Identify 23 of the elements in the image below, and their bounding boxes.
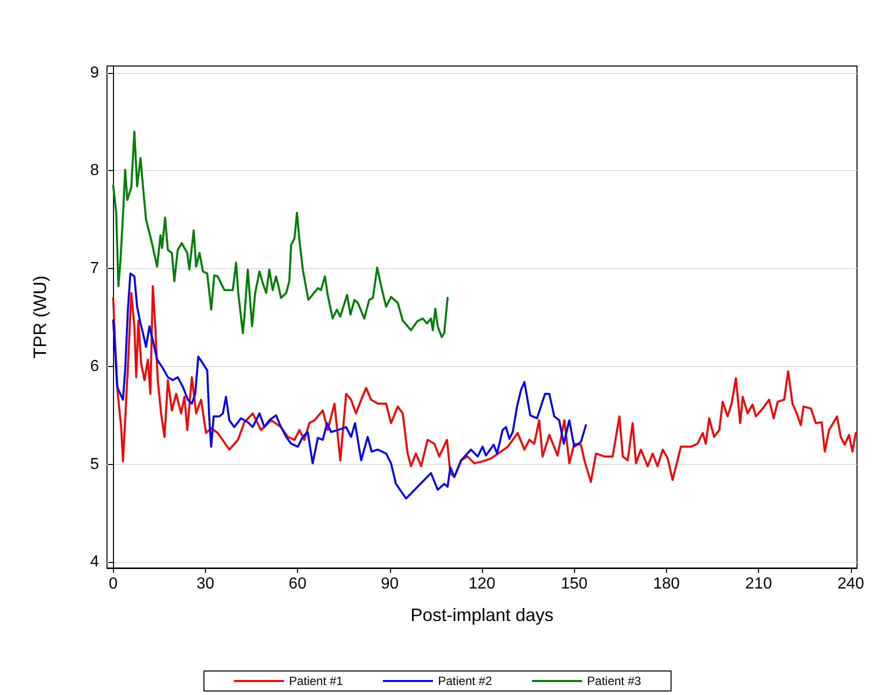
line-series <box>112 285 857 483</box>
x-tick-label: 60 <box>288 576 307 592</box>
x-tick-label: 240 <box>838 576 864 592</box>
y-tick-label: 8 <box>90 162 100 180</box>
x-tick-label: 120 <box>468 576 496 592</box>
legend-label: Patient #2 <box>438 674 492 688</box>
y-tick-label: 4 <box>90 554 100 571</box>
y-tick-label: 9 <box>90 64 100 82</box>
y-tick-label: 7 <box>90 260 100 278</box>
x-tick-label: 180 <box>653 576 680 592</box>
x-tick-label: 0 <box>108 576 118 592</box>
y-axis-title: TPR (WU) <box>30 276 50 358</box>
legend-label: Patient #1 <box>288 674 344 688</box>
line-series <box>112 130 449 338</box>
x-tick-label: 210 <box>745 576 772 592</box>
x-tick-label: 30 <box>196 576 214 592</box>
legend-label: Patient #3 <box>587 674 642 688</box>
y-tick-label: 6 <box>90 358 100 375</box>
y-tick-label: 5 <box>90 456 100 473</box>
x-tick-label: 150 <box>560 576 588 592</box>
x-axis-title: Post-implant days <box>410 605 554 625</box>
x-tick-label: 90 <box>380 576 399 592</box>
line-series <box>112 272 587 500</box>
